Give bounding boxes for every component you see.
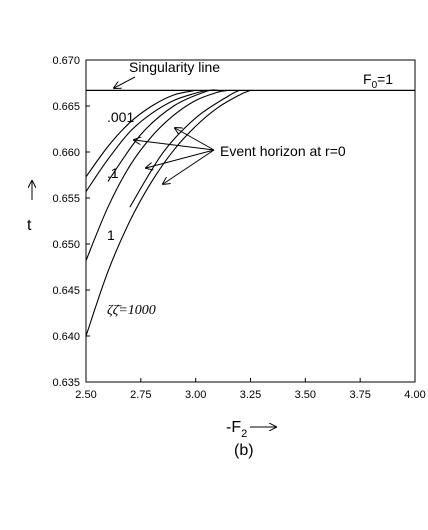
event-horizon-label: Event horizon at r=0 xyxy=(220,143,346,159)
x-tick-label: 3.75 xyxy=(349,389,370,401)
curve-label-1: 1 xyxy=(107,227,115,243)
event-horizon-arrow-4 xyxy=(163,149,215,184)
singularity-arrow xyxy=(114,76,136,88)
plot-area: 0.635 0.640 0.645 0.650 0.655 0.660 0.665 0.670… xyxy=(52,55,425,401)
singularity-label: Singularity line xyxy=(129,59,220,75)
y-tick-label: 0.665 xyxy=(52,101,80,113)
plot-frame xyxy=(85,59,416,383)
panel-label: (b) xyxy=(234,442,254,459)
f0-label: F0=1 xyxy=(363,71,393,91)
y-tick-label: 0.645 xyxy=(52,285,80,297)
x-tick-label: 2.50 xyxy=(75,389,96,401)
x-tick-label: 3.00 xyxy=(185,389,206,401)
curve-label-zeta: ζζ̄=1000 xyxy=(107,303,156,318)
x-tick-label: 2.75 xyxy=(130,389,151,401)
event-horizon-arrow-1 xyxy=(175,128,215,151)
series-curve-1 xyxy=(85,89,229,261)
y-tick-label: 0.655 xyxy=(52,193,80,205)
x-tick-label: 3.50 xyxy=(295,389,316,401)
curves xyxy=(85,89,251,337)
event-horizon-arrows xyxy=(134,128,215,184)
x-axis-label: -F2 xyxy=(226,419,247,440)
y-axis-label: t xyxy=(27,217,32,234)
series-curve-1000 xyxy=(85,89,251,337)
x-axis-ticks: 2.50 2.75 3.00 3.25 3.50 3.75 4.00 xyxy=(75,378,426,401)
event-horizon-arrow-3 xyxy=(146,149,215,168)
y-tick-label: 0.660 xyxy=(52,147,80,159)
curve-label-001: .001 xyxy=(107,109,134,125)
series-curve--1 xyxy=(85,89,207,192)
series-curve-event-horizon-a xyxy=(107,89,218,182)
x-tick-label: 4.00 xyxy=(404,389,425,401)
y-tick-label: 0.635 xyxy=(52,377,80,389)
y-tick-label: 0.670 xyxy=(52,55,80,67)
y-tick-label: 0.650 xyxy=(52,239,80,251)
event-horizon-arrow-2 xyxy=(134,140,215,151)
y-axis-ticks: 0.635 0.640 0.645 0.650 0.655 0.660 0.665 0.670 xyxy=(52,55,90,389)
curve-label-01: .1 xyxy=(107,165,119,181)
y-tick-label: 0.640 xyxy=(52,331,80,343)
x-tick-label: 3.25 xyxy=(240,389,261,401)
series-curve--001 xyxy=(85,89,196,178)
